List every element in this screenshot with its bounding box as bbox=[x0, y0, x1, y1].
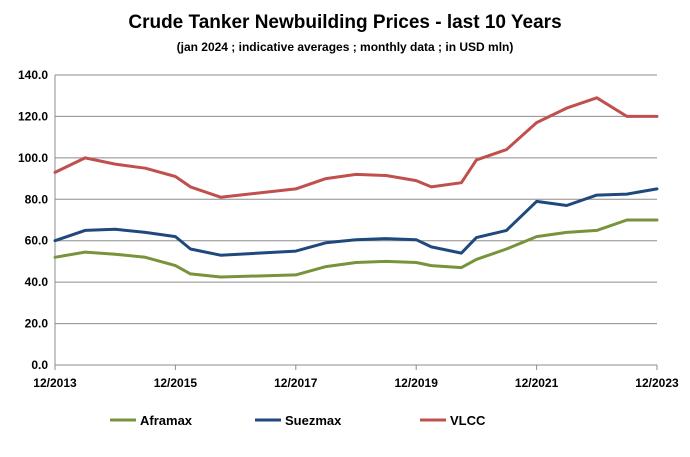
series-line-suezmax bbox=[53, 187, 659, 257]
y-tick-label: 120.0 bbox=[18, 109, 48, 123]
legend-label-suezmax: Suezmax bbox=[285, 413, 342, 428]
legend-label-vlcc: VLCC bbox=[450, 413, 486, 428]
x-tick-label: 12/2021 bbox=[515, 376, 559, 390]
y-tick-label: 100.0 bbox=[18, 151, 48, 165]
x-tick-label: 12/2023 bbox=[635, 376, 679, 390]
series-lines bbox=[53, 96, 659, 279]
x-tick-label: 12/2017 bbox=[274, 376, 318, 390]
x-tick-label: 12/2013 bbox=[33, 376, 77, 390]
y-tick-label: 40.0 bbox=[25, 275, 49, 289]
chart-subtitle: (jan 2024 ; indicative averages ; monthl… bbox=[176, 40, 514, 54]
legend-label-aframax: Aframax bbox=[140, 413, 193, 428]
series-line-vlcc bbox=[53, 96, 659, 199]
gridlines bbox=[55, 74, 657, 325]
y-tick-label: 140.0 bbox=[18, 68, 48, 82]
legend: Aframax Suezmax VLCC bbox=[110, 413, 486, 428]
axes bbox=[54, 75, 658, 370]
x-tick-label: 12/2015 bbox=[154, 376, 198, 390]
y-tick-label: 0.0 bbox=[31, 358, 48, 372]
x-tick-label: 12/2019 bbox=[395, 376, 439, 390]
series-line-aframax bbox=[53, 218, 659, 279]
chart-title: Crude Tanker Newbuilding Prices - last 1… bbox=[128, 12, 562, 33]
y-tick-label: 60.0 bbox=[25, 234, 49, 248]
y-tick-label: 20.0 bbox=[25, 317, 49, 331]
y-tick-label: 80.0 bbox=[25, 192, 49, 206]
tick-labels: 0.0 20.0 40.0 60.0 80.0 100.0 120.0 140.0 12/201… bbox=[18, 68, 679, 390]
